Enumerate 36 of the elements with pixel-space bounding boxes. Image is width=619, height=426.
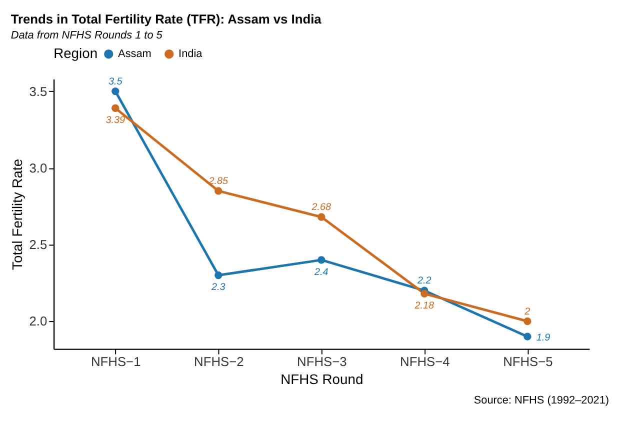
data-label: 2 <box>524 306 531 318</box>
data-label: 2.3 <box>210 282 226 294</box>
x-tick-label: NFHS−4 <box>400 354 450 370</box>
x-axis-title: NFHS Round <box>280 371 364 388</box>
y-tick-label: 2.0 <box>29 314 48 329</box>
data-label: 2.68 <box>310 202 332 214</box>
point <box>524 317 532 326</box>
data-label: 3.39 <box>106 115 126 126</box>
point <box>524 332 532 340</box>
x-tick-label: NFHS−1 <box>91 354 141 370</box>
data-label: 2.2 <box>416 276 432 287</box>
point <box>420 290 428 298</box>
chart-subtitle: Data from NFHS Rounds 1 to 5 <box>10 29 164 42</box>
point <box>214 187 222 195</box>
y-tick-label: 2.5 <box>29 237 48 252</box>
x-tick-label: NFHS−3 <box>297 354 347 370</box>
point <box>112 104 120 112</box>
y-tick-label: 3.0 <box>29 160 48 176</box>
x-tick-label: NFHS−5 <box>503 354 553 370</box>
chart-title: Trends in Total Fertility Rate (TFR): Assam vs India <box>10 11 322 26</box>
legend-title: Region <box>54 45 98 62</box>
y-axis-title: Total Fertility Rate <box>9 158 26 270</box>
data-label: 2.4 <box>314 266 329 278</box>
x-tick-label: NFHS−2 <box>194 354 244 370</box>
data-label: 1.9 <box>536 332 551 344</box>
legend-label: Assam <box>118 48 152 60</box>
point <box>318 213 326 221</box>
point <box>112 87 120 96</box>
y-tick-label: 3.5 <box>29 84 48 99</box>
data-label: 2.18 <box>414 300 435 312</box>
point <box>214 271 222 280</box>
legend-label: India <box>178 48 204 60</box>
data-label: 2.85 <box>208 176 229 187</box>
source-note: Source: NFHS (1992–2021) <box>474 394 610 406</box>
data-label: 3.5 <box>108 76 123 88</box>
point <box>318 256 326 264</box>
